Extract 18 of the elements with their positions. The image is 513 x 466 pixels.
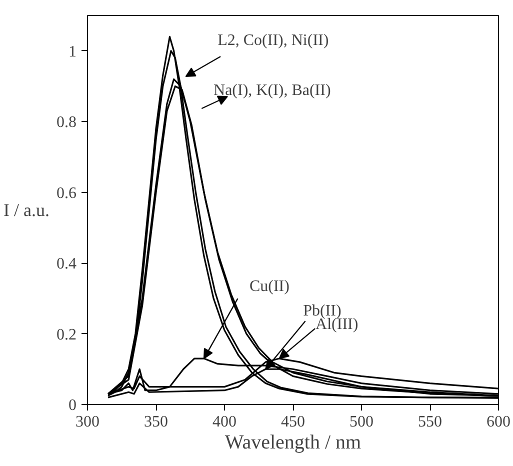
x-axis-title: Wavelength / nm [224, 432, 362, 454]
annotation: Na(I), K(I), Ba(II) [214, 82, 331, 99]
y-tick-label: 0.8 [56, 114, 76, 132]
annotation: L2, Co(II), Ni(II) [218, 32, 329, 49]
y-tick-label: 1 [68, 43, 76, 60]
y-tick-label: 0.6 [56, 184, 76, 202]
x-tick-label: 300 [76, 414, 100, 430]
x-tick-label: 500 [350, 414, 374, 430]
x-tick-label: 400 [212, 414, 236, 430]
y-tick-label: 0.4 [56, 256, 76, 273]
y-tick-label: 0.2 [56, 326, 76, 344]
x-tick-label: 600 [486, 414, 510, 430]
y-tick-label: 0 [68, 397, 76, 414]
x-tick-label: 450 [281, 414, 305, 430]
x-tick-label: 550 [418, 414, 442, 430]
annotation: Cu(II) [249, 278, 290, 296]
y-axis-title: I / a.u. [4, 200, 50, 220]
x-tick-label: 350 [144, 414, 168, 430]
